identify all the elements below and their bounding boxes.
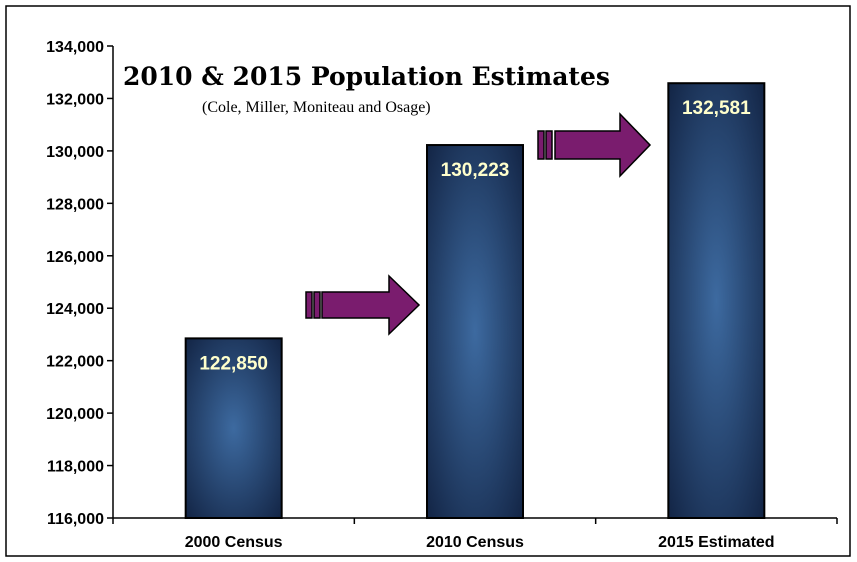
y-tick-label: 134,000: [46, 39, 104, 56]
data-label: 122,850: [199, 353, 268, 374]
y-tick-label: 122,000: [46, 354, 104, 371]
y-tick-label: 116,000: [47, 511, 104, 528]
transition-arrows: [305, 112, 652, 336]
arrow-stripe: [537, 130, 545, 160]
arrow-2010-to-2015: [537, 112, 652, 178]
arrow-2010-to-2015-shape: [554, 112, 652, 178]
x-tick-label: 2015 Estimated: [658, 534, 775, 551]
bars: [184, 82, 766, 520]
y-tick-labels: 116,000 118,000 120,000 122,000 124,000 126,0…: [46, 39, 113, 528]
arrow-stripe: [313, 291, 321, 319]
x-tick-labels: 2000 Census 2010 Census 2015 Estimated: [112, 518, 838, 551]
y-tick-label: 130,000: [46, 144, 104, 161]
data-label: 132,581: [682, 98, 751, 119]
bar-2000-census: [184, 337, 283, 519]
data-labels: 122,850 130,223 132,581: [199, 98, 751, 374]
data-label: 130,223: [441, 160, 510, 181]
arrow-stripe: [545, 130, 553, 160]
x-tick-label: 2010 Census: [426, 534, 524, 551]
bar-2015-estimated: [667, 82, 766, 520]
y-tick-label: 132,000: [46, 91, 104, 108]
x-tick-label: 2000 Census: [185, 534, 283, 551]
chart-subtitle: (Cole, Miller, Moniteau and Osage): [202, 99, 431, 116]
arrow-2000-to-2010-shape: [321, 274, 421, 336]
y-tick-label: 124,000: [46, 301, 104, 318]
y-tick-label: 128,000: [46, 196, 104, 213]
bar-2010-census: [426, 144, 524, 520]
y-tick-label: 126,000: [46, 249, 104, 266]
y-tick-label: 120,000: [46, 406, 104, 423]
arrow-stripe: [305, 291, 313, 319]
chart-title: 2010 & 2015 Population Estimates: [123, 62, 610, 91]
y-tick-label: 118,000: [47, 459, 104, 476]
arrow-2000-to-2010: [305, 274, 421, 336]
